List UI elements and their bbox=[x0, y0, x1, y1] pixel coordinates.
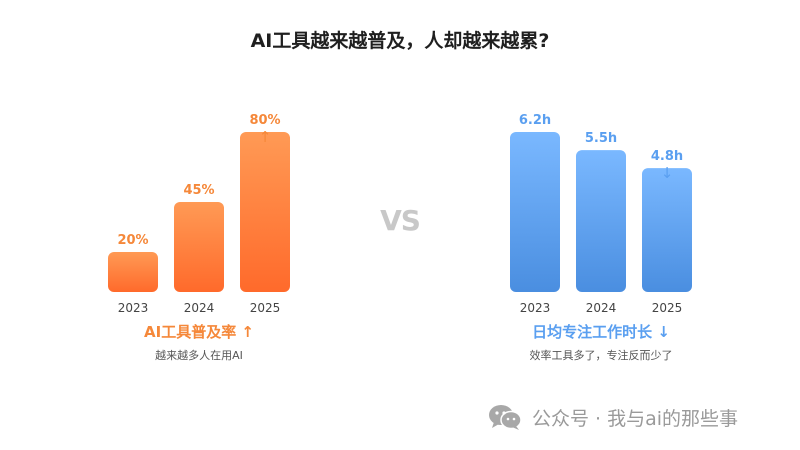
watermark: 公众号 · 我与ai的那些事 bbox=[488, 403, 738, 431]
adoption-value-label-2024: 45% bbox=[183, 183, 214, 198]
adoption-tick-label-2023: 2023 bbox=[118, 301, 149, 315]
watermark-text: 公众号 · 我与ai的那些事 bbox=[532, 407, 739, 430]
focus-bar-2023 bbox=[510, 132, 560, 292]
focus-tick-label-2025: 2025 bbox=[652, 301, 683, 315]
focus-bar-2024 bbox=[576, 150, 626, 292]
adoption-tick-label-2024: 2024 bbox=[184, 301, 215, 315]
adoption-rate-subcaption: 越来越多人在用AI bbox=[155, 349, 243, 362]
focus-trend-arrow: ↓ bbox=[661, 164, 674, 182]
focus-hours-chart: 6.2h 2023 5.5h 2024 4.8h 2025 ↓ bbox=[510, 113, 692, 315]
focus-value-label-2025: 4.8h bbox=[651, 149, 683, 164]
vs-label: VS bbox=[380, 204, 421, 237]
adoption-value-label-2025: 80% bbox=[249, 113, 280, 128]
focus-tick-label-2024: 2024 bbox=[586, 301, 617, 315]
adoption-value-label-2023: 20% bbox=[117, 233, 148, 248]
adoption-bar-2023 bbox=[108, 252, 158, 292]
adoption-rate-caption: AI工具普及率 ↑ bbox=[144, 323, 254, 341]
focus-tick-label-2023: 2023 bbox=[520, 301, 551, 315]
adoption-trend-arrow: ↑ bbox=[259, 128, 272, 146]
focus-hours-subcaption: 效率工具多了，专注反而少了 bbox=[529, 349, 673, 362]
wechat-icon bbox=[489, 405, 522, 430]
focus-value-label-2024: 5.5h bbox=[585, 131, 617, 146]
adoption-rate-chart: 20% 2023 45% 2024 80% 2025 ↑ bbox=[108, 113, 290, 315]
adoption-bar-2024 bbox=[174, 202, 224, 292]
chart-title: AI工具越来越普及，人却越来越累? bbox=[250, 30, 550, 52]
adoption-tick-label-2025: 2025 bbox=[250, 301, 281, 315]
focus-value-label-2023: 6.2h bbox=[519, 113, 551, 128]
adoption-bar-2025 bbox=[240, 132, 290, 292]
focus-bar-2025 bbox=[642, 168, 692, 292]
focus-hours-caption: 日均专注工作时长 ↓ bbox=[532, 323, 670, 341]
